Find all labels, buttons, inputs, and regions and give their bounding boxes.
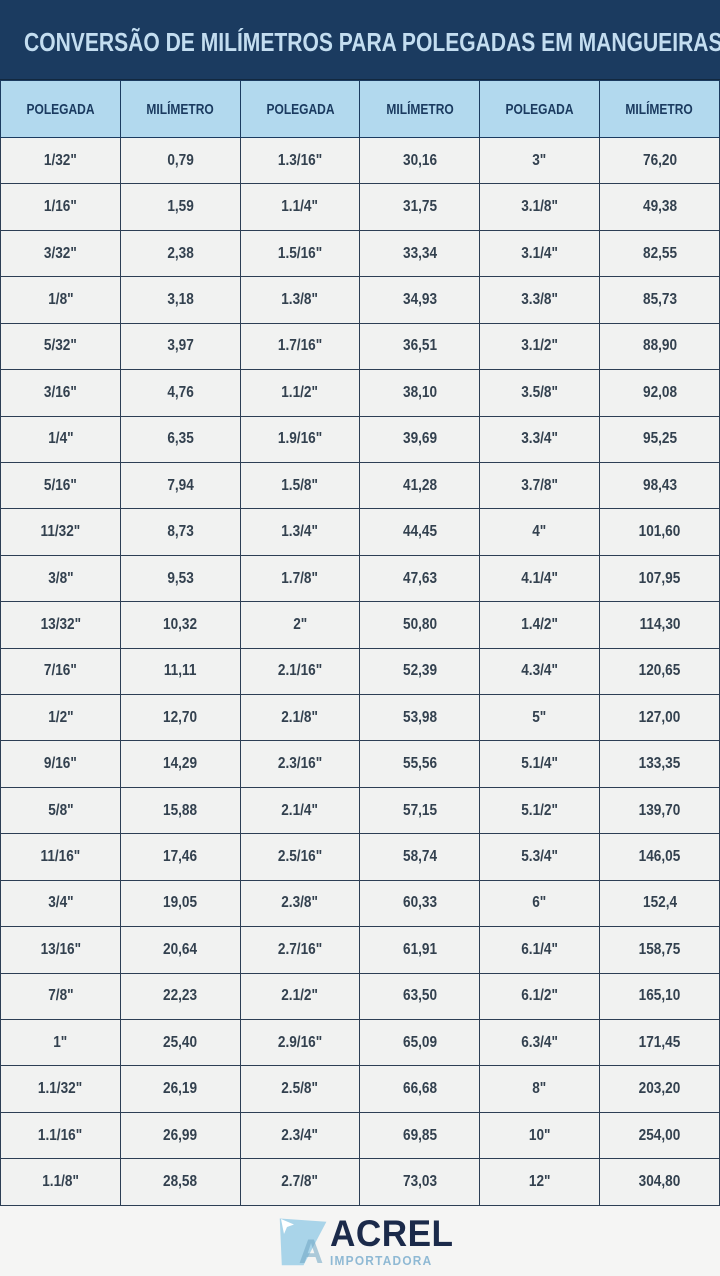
svg-text:A: A bbox=[299, 1233, 324, 1269]
